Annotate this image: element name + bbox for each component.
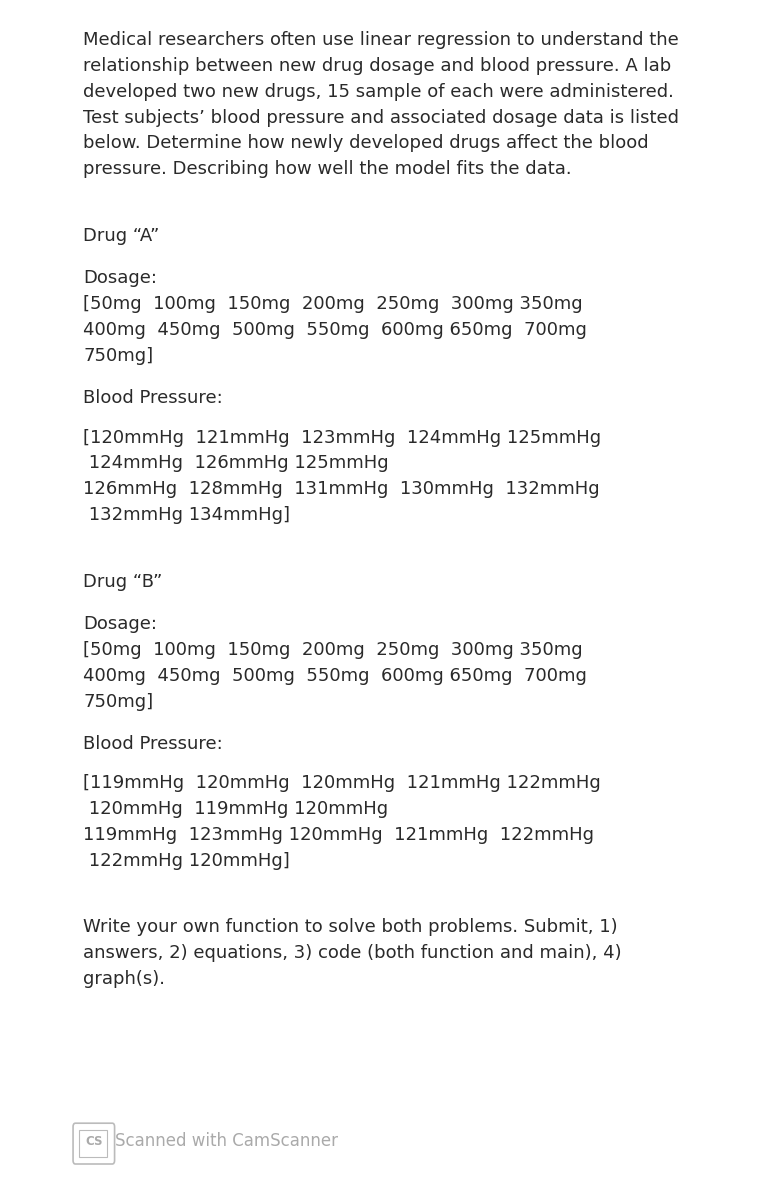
Text: 750mg]: 750mg] [83,692,153,710]
Text: developed two new drugs, 15 sample of each were administered.: developed two new drugs, 15 sample of ea… [83,83,674,101]
Text: CS: CS [85,1135,102,1147]
FancyBboxPatch shape [79,1130,107,1157]
Text: graph(s).: graph(s). [83,970,165,988]
Text: relationship between new drug dosage and blood pressure. A lab: relationship between new drug dosage and… [83,56,671,74]
Text: Scanned with CamScanner: Scanned with CamScanner [115,1133,338,1150]
Text: Blood Pressure:: Blood Pressure: [83,736,223,754]
Text: 750mg]: 750mg] [83,347,153,365]
Text: 120mmHg  119mmHg 120mmHg: 120mmHg 119mmHg 120mmHg [83,800,388,818]
Text: [119mmHg  120mmHg  120mmHg  121mmHg 122mmHg: [119mmHg 120mmHg 120mmHg 121mmHg 122mmHg [83,774,601,792]
Text: Drug “A”: Drug “A” [83,227,159,245]
Text: 126mmHg  128mmHg  131mmHg  130mmHg  132mmHg: 126mmHg 128mmHg 131mmHg 130mmHg 132mmHg [83,480,600,498]
Text: 132mmHg 134mmHg]: 132mmHg 134mmHg] [83,506,290,524]
Text: [50mg  100mg  150mg  200mg  250mg  300mg 350mg: [50mg 100mg 150mg 200mg 250mg 300mg 350m… [83,295,583,313]
FancyBboxPatch shape [73,1123,115,1164]
Text: [50mg  100mg  150mg  200mg  250mg  300mg 350mg: [50mg 100mg 150mg 200mg 250mg 300mg 350m… [83,641,583,659]
Text: pressure. Describing how well the model fits the data.: pressure. Describing how well the model … [83,160,571,178]
Text: Blood Pressure:: Blood Pressure: [83,389,223,407]
Text: Test subjects’ blood pressure and associated dosage data is listed: Test subjects’ blood pressure and associ… [83,108,679,126]
Text: below. Determine how newly developed drugs affect the blood: below. Determine how newly developed dru… [83,134,649,152]
Text: [120mmHg  121mmHg  123mmHg  124mmHg 125mmHg: [120mmHg 121mmHg 123mmHg 124mmHg 125mmHg [83,428,601,446]
Text: 119mmHg  123mmHg 120mmHg  121mmHg  122mmHg: 119mmHg 123mmHg 120mmHg 121mmHg 122mmHg [83,826,594,844]
Text: Dosage:: Dosage: [83,616,157,634]
Text: Medical researchers often use linear regression to understand the: Medical researchers often use linear reg… [83,31,679,49]
Text: 124mmHg  126mmHg 125mmHg: 124mmHg 126mmHg 125mmHg [83,455,388,473]
Text: answers, 2) equations, 3) code (both function and main), 4): answers, 2) equations, 3) code (both fun… [83,944,621,962]
Text: Write your own function to solve both problems. Submit, 1): Write your own function to solve both pr… [83,918,618,936]
Text: 400mg  450mg  500mg  550mg  600mg 650mg  700mg: 400mg 450mg 500mg 550mg 600mg 650mg 700m… [83,320,587,338]
Text: Drug “B”: Drug “B” [83,572,162,590]
Text: Dosage:: Dosage: [83,269,157,287]
Text: 122mmHg 120mmHg]: 122mmHg 120mmHg] [83,852,290,870]
Text: 400mg  450mg  500mg  550mg  600mg 650mg  700mg: 400mg 450mg 500mg 550mg 600mg 650mg 700m… [83,667,587,685]
